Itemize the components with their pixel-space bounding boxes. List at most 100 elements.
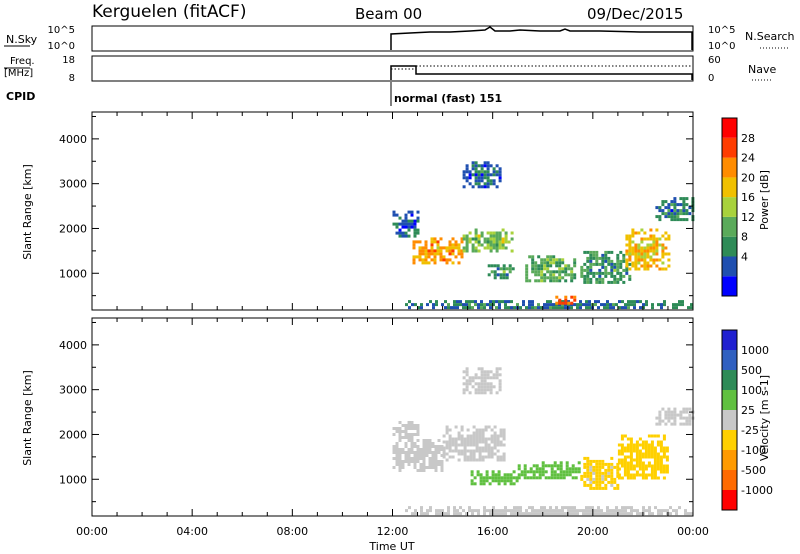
data-cell [504,512,507,516]
data-cell [543,279,547,283]
data-cell [628,267,632,271]
x-tick-label: 00:00 [677,525,709,538]
data-cell [495,237,499,241]
data-cell [586,474,590,478]
data-cell [558,509,561,513]
data-cell [454,440,458,444]
data-cell [610,250,614,254]
data-cell [492,237,496,241]
data-cell [598,256,602,260]
data-cell [661,212,665,216]
data-cell [617,452,621,456]
data-cell [558,261,562,265]
colorbar-tick-label: 16 [741,191,755,204]
data-cell [465,246,469,250]
data-cell [468,306,471,310]
data-cell [480,391,484,395]
data-cell [489,240,493,244]
data-cell [398,234,402,238]
data-cell [626,437,630,441]
data-cell [534,267,538,271]
data-cell [428,442,432,445]
data-cell [523,476,527,480]
data-cell [586,268,590,272]
data-cell [653,461,657,465]
data-cell [434,469,438,472]
data-cell [601,259,605,263]
data-cell [519,306,522,310]
data-cell [404,424,408,427]
data-cell [580,477,584,481]
colorbar-swatch [722,470,737,490]
data-cell [407,210,411,214]
data-cell [490,446,494,450]
data-cell [620,446,624,450]
data-cell [623,455,627,459]
data-cell [442,449,446,453]
data-cell [610,274,614,278]
data-cell [622,268,626,272]
colorbar-tick-label: 25 [741,404,755,417]
data-cell [434,466,438,469]
data-cell [601,459,605,463]
data-cell [682,197,686,201]
data-cell [613,265,617,269]
data-cell [480,388,484,392]
data-cell [401,460,405,463]
data-cell [662,446,666,450]
data-cell [457,431,461,435]
data-cell [549,258,553,262]
data-cell [570,301,574,305]
data-cell [462,170,466,174]
data-cell [562,473,566,477]
data-cell [662,470,666,474]
data-cell [564,301,568,305]
data-cell [457,443,461,447]
data-cell [607,480,611,484]
data-cell [483,176,487,180]
data-cell [462,303,465,307]
data-cell [631,228,635,232]
data-cell [550,464,554,468]
data-cell [586,271,590,275]
data-cell [477,512,480,516]
data-cell [621,512,624,516]
data-cell [475,428,479,432]
data-cell [537,273,541,277]
data-cell [496,273,500,277]
data-cell [586,456,590,460]
data-cell [392,466,396,469]
data-cell [620,458,624,462]
data-cell [496,437,500,441]
data-cell [673,218,677,222]
data-cell [451,437,455,441]
data-cell [495,509,498,513]
data-cell [506,473,510,477]
data-cell [658,422,662,426]
data-cell [550,473,554,477]
data-cell [628,262,632,266]
colorbar-frame [721,329,738,511]
data-cell [451,237,455,241]
data-cell [681,300,684,304]
data-cell [440,466,444,469]
velocity-cells [392,367,695,516]
data-cell [472,452,476,456]
data-cell [465,300,468,304]
data-cell [555,506,558,510]
data-cell [413,222,417,226]
data-cell [413,442,417,445]
data-cell [620,464,624,468]
data-cell [395,451,399,454]
data-cell [416,448,420,451]
data-cell [650,467,654,471]
x-tick-label: 16:00 [477,525,509,538]
data-cell [477,185,481,189]
data-cell [659,470,663,474]
data-cell [628,243,632,247]
data-cell [489,237,493,241]
data-cell [486,385,490,389]
data-cell [646,237,650,241]
data-cell [564,273,568,277]
data-cell [646,264,650,268]
